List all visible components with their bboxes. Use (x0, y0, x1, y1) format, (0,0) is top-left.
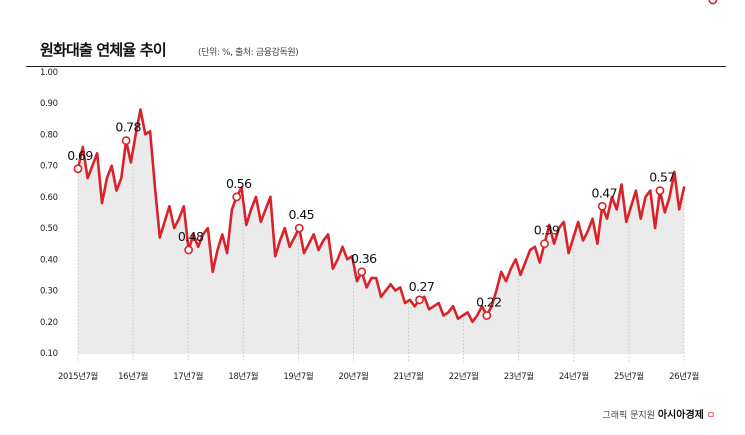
y-tick-label: 0.20 (40, 318, 58, 328)
data-point-marker (415, 295, 424, 305)
data-point-marker (482, 311, 492, 320)
data-label: 0.63 (702, 0, 727, 3)
y-tick-label: 0.90 (40, 99, 58, 109)
area-fill (78, 109, 684, 354)
y-tick-label: 0.50 (40, 224, 58, 234)
x-tick-label: 19년7월 (283, 371, 313, 382)
data-point-marker (655, 186, 665, 196)
x-tick-label: 24년7월 (559, 371, 589, 382)
x-tick-label: 2015년7월 (58, 371, 98, 382)
data-label: 0.45 (289, 207, 314, 222)
data-point-marker (294, 223, 304, 233)
x-tick-label: 22년7월 (449, 371, 479, 382)
x-tick-label: 16년7월 (118, 371, 148, 382)
data-label: 0.27 (409, 279, 434, 294)
data-label: 0.48 (178, 229, 204, 244)
data-point-marker (597, 201, 607, 211)
x-tick-label: 21년7월 (394, 371, 424, 382)
y-tick-label: 0.60 (40, 193, 58, 203)
data-label: 0.57 (649, 170, 674, 185)
data-label: 0.39 (534, 223, 560, 238)
y-tick-label: 0.80 (40, 130, 58, 140)
series-line (76, 108, 686, 324)
data-label: 0.78 (115, 120, 141, 135)
x-tick-label: 25년7월 (614, 371, 644, 382)
y-tick-label: 0.10 (40, 349, 58, 359)
data-point-marker (232, 192, 242, 202)
x-tick-label: 23년7월 (504, 371, 534, 382)
x-tick-label: 26년7월 (669, 371, 699, 382)
data-point-marker (357, 267, 367, 277)
y-tick-label: 0.70 (40, 162, 58, 172)
brand-mark-icon: ㅁ (706, 411, 715, 421)
data-point-marker (540, 239, 549, 249)
data-label: 0.22 (476, 295, 501, 310)
data-label: 0.47 (592, 185, 617, 200)
x-tick-label: 17년7월 (173, 371, 203, 382)
data-label: 0.56 (226, 176, 252, 191)
y-tick-label: 0.40 (40, 255, 58, 265)
credit-text: 그래픽 문지원 (602, 411, 655, 421)
data-point-marker (708, 0, 718, 5)
chart-header: 원화대출 연체율 추이 (단위: %, 출처: 금융감독원) (26, 36, 726, 67)
x-tick-label: 18년7월 (228, 371, 258, 382)
data-label: 0.36 (351, 251, 377, 266)
data-point-marker (73, 164, 83, 174)
chart-subtitle: (단위: %, 출처: 금융감독원) (198, 48, 299, 58)
data-label: 0.69 (67, 148, 93, 163)
data-point-marker (121, 136, 131, 146)
y-tick-label: 1.00 (40, 68, 58, 78)
chart-title: 원화대출 연체율 추이 (40, 41, 167, 59)
x-tick-label: 20년7월 (339, 371, 369, 382)
y-tick-label: 0.30 (40, 287, 58, 297)
credit: 그래픽 문지원 아시아경제 ㅁ (602, 406, 715, 421)
brand-name: 아시아경제 (657, 410, 704, 421)
data-point-marker (184, 245, 194, 255)
